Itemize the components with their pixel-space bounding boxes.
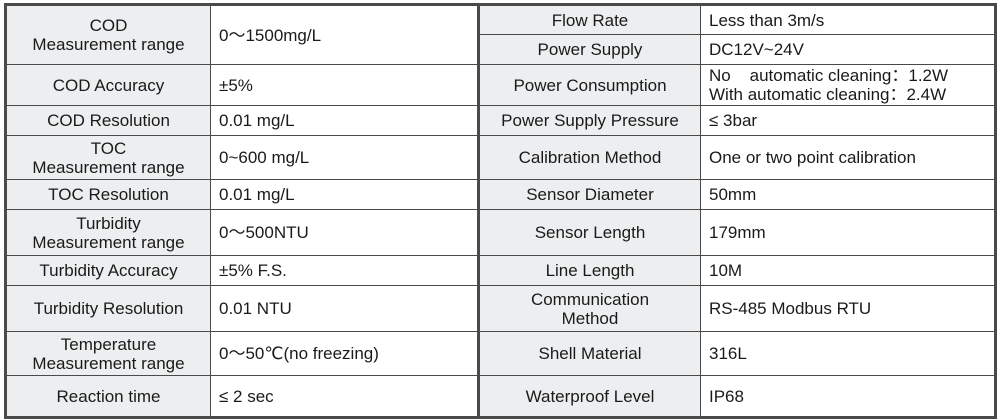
turbidity-resolution-label: Turbidity Resolution — [4, 285, 211, 332]
turbidity-accuracy-label: Turbidity Accuracy — [4, 255, 211, 286]
sensor-diameter-value: 50mm — [700, 179, 997, 210]
table-row: Temperature Measurement range 0～50℃(no f… — [4, 331, 997, 376]
turbidity-resolution-value: 0.01 NTU — [210, 285, 479, 332]
table-row: Turbidity Resolution 0.01 NTU Communicat… — [4, 285, 997, 332]
power-consumption-value: No automatic cleaning：1.2W With automati… — [700, 64, 997, 106]
toc-resolution-value: 0.01 mg/L — [210, 179, 479, 210]
shell-material-value: 316L — [700, 331, 997, 376]
turbidity-range-value: 0～500NTU — [210, 209, 479, 256]
toc-range-value: 0~600 mg/L — [210, 135, 479, 180]
table-row: TOC Resolution 0.01 mg/L Sensor Diameter… — [4, 179, 997, 210]
power-consumption-label: Power Consumption — [477, 64, 701, 106]
communication-method-label-line2: Method — [561, 308, 619, 328]
turbidity-range-label: Turbidity Measurement range — [4, 209, 211, 256]
communication-method-label-line1: Communication — [530, 289, 650, 309]
toc-range-label-line1: TOC — [90, 138, 127, 158]
temperature-range-value: 0～50℃(no freezing) — [210, 331, 479, 376]
cod-range-label: COD Measurement range — [4, 3, 211, 65]
flow-rate-label: Flow Rate — [477, 3, 701, 35]
table-row: Turbidity Measurement range 0～500NTU Sen… — [4, 209, 997, 256]
reaction-time-value: ≤ 2 sec — [210, 375, 479, 419]
turbidity-range-label-line2: Measurement range — [32, 232, 185, 252]
waterproof-level-label: Waterproof Level — [477, 375, 701, 419]
turbidity-range-label-line1: Turbidity — [76, 213, 141, 233]
sensor-length-label: Sensor Length — [477, 209, 701, 256]
toc-resolution-label: TOC Resolution — [4, 179, 211, 210]
communication-method-value: RS-485 Modbus RTU — [700, 285, 997, 332]
cod-range-label-line2: Measurement range — [32, 35, 185, 54]
reaction-time-label: Reaction time — [4, 375, 211, 419]
power-consumption-line1: No automatic cleaning：1.2W — [709, 66, 949, 85]
sensor-diameter-label: Sensor Diameter — [477, 179, 701, 210]
table-row: Turbidity Accuracy ±5% F.S. Line Length … — [4, 255, 997, 286]
table-row: TOC Measurement range 0~600 mg/L Calibra… — [4, 135, 997, 180]
calibration-method-value: One or two point calibration — [700, 135, 997, 180]
cod-range-label-line1: COD — [89, 16, 128, 35]
turbidity-accuracy-value: ±5% F.S. — [210, 255, 479, 286]
power-supply-value: DC12V~24V — [700, 34, 997, 65]
cod-accuracy-value: ±5% — [210, 64, 479, 106]
shell-material-label: Shell Material — [477, 331, 701, 376]
table-row: Power Supply DC12V~24V — [6, 34, 997, 65]
cod-resolution-label: COD Resolution — [4, 105, 211, 136]
waterproof-level-value: IP68 — [700, 375, 997, 419]
cod-resolution-value: 0.01 mg/L — [210, 105, 479, 136]
sensor-length-value: 179mm — [700, 209, 997, 256]
line-length-label: Line Length — [477, 255, 701, 286]
table-row: COD Resolution 0.01 mg/L Power Supply Pr… — [4, 105, 997, 136]
temperature-range-label-line1: Temperature — [60, 334, 157, 354]
power-supply-label: Power Supply — [477, 34, 701, 65]
line-length-value: 10M — [700, 255, 997, 286]
temperature-range-label-line2: Measurement range — [32, 353, 185, 373]
cod-accuracy-label: COD Accuracy — [4, 64, 211, 106]
power-consumption-line2: With automatic cleaning：2.4W — [709, 85, 947, 104]
spec-table: COD Measurement range 0～1500mg/L Flow Ra… — [4, 3, 997, 419]
power-supply-pressure-value: ≤ 3bar — [700, 105, 997, 136]
temperature-range-label: Temperature Measurement range — [4, 331, 211, 376]
table-row: COD Measurement range 0～1500mg/L Flow Ra… — [4, 3, 997, 65]
flow-rate-value: Less than 3m/s — [700, 3, 997, 35]
power-supply-pressure-label: Power Supply Pressure — [477, 105, 701, 136]
table-row: COD Accuracy ±5% Power Consumption No au… — [4, 64, 997, 106]
toc-range-label-line2: Measurement range — [32, 157, 185, 177]
toc-range-label: TOC Measurement range — [4, 135, 211, 180]
communication-method-label: Communication Method — [477, 285, 701, 332]
calibration-method-label: Calibration Method — [477, 135, 701, 180]
cod-range-value: 0～1500mg/L — [210, 3, 479, 65]
table-row: Reaction time ≤ 2 sec Waterproof Level I… — [4, 375, 997, 419]
